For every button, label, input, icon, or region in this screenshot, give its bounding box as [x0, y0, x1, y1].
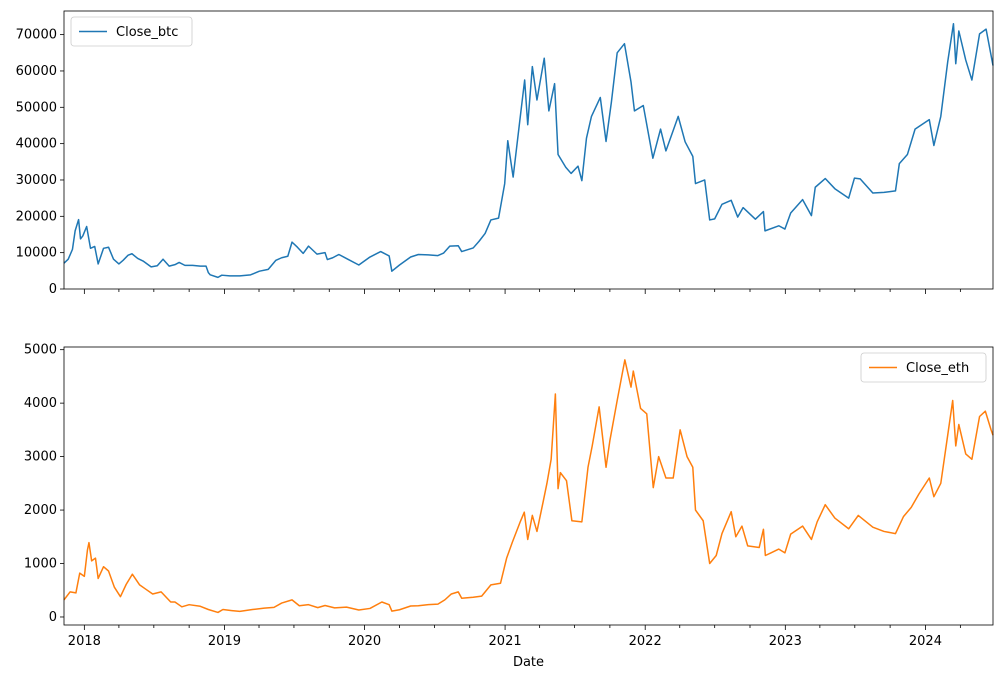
axes-frame-2 [63, 346, 994, 626]
axes-frame-1 [63, 10, 994, 290]
series-line-close-eth [63, 359, 994, 614]
x-tick-label: 2020 [348, 634, 381, 649]
y-tick-label: 60000 [16, 64, 57, 79]
y-tick-label: 2000 [24, 503, 57, 518]
legend-label: Close_eth [906, 361, 969, 376]
y-tick-label: 10000 [16, 246, 57, 261]
y-tick-label: 40000 [16, 137, 57, 152]
x-tick-label: 2019 [208, 634, 241, 649]
legend-label: Close_btc [116, 25, 178, 40]
y-tick-label: 1000 [24, 557, 57, 572]
y-tick-label: 4000 [24, 396, 57, 411]
y-tick-label: 3000 [24, 450, 57, 465]
x-tick-label: 2018 [68, 634, 101, 649]
x-tick-label: 2021 [489, 634, 522, 649]
x-axis-label: Date [513, 655, 544, 670]
legend-box [70, 16, 193, 47]
series-line-close-btc [63, 22, 994, 279]
y-tick-label: 5000 [24, 343, 57, 358]
y-tick-label: 70000 [16, 28, 57, 43]
y-tick-label: 30000 [16, 173, 57, 188]
y-tick-label: 0 [49, 282, 57, 297]
x-tick-label: 2023 [769, 634, 802, 649]
y-tick-label: 50000 [16, 100, 57, 115]
y-tick-label: 0 [49, 610, 57, 625]
x-tick-label: 2022 [629, 634, 662, 649]
y-tick-label: 20000 [16, 209, 57, 224]
legend-box [860, 352, 987, 383]
x-tick-label: 2024 [909, 634, 942, 649]
